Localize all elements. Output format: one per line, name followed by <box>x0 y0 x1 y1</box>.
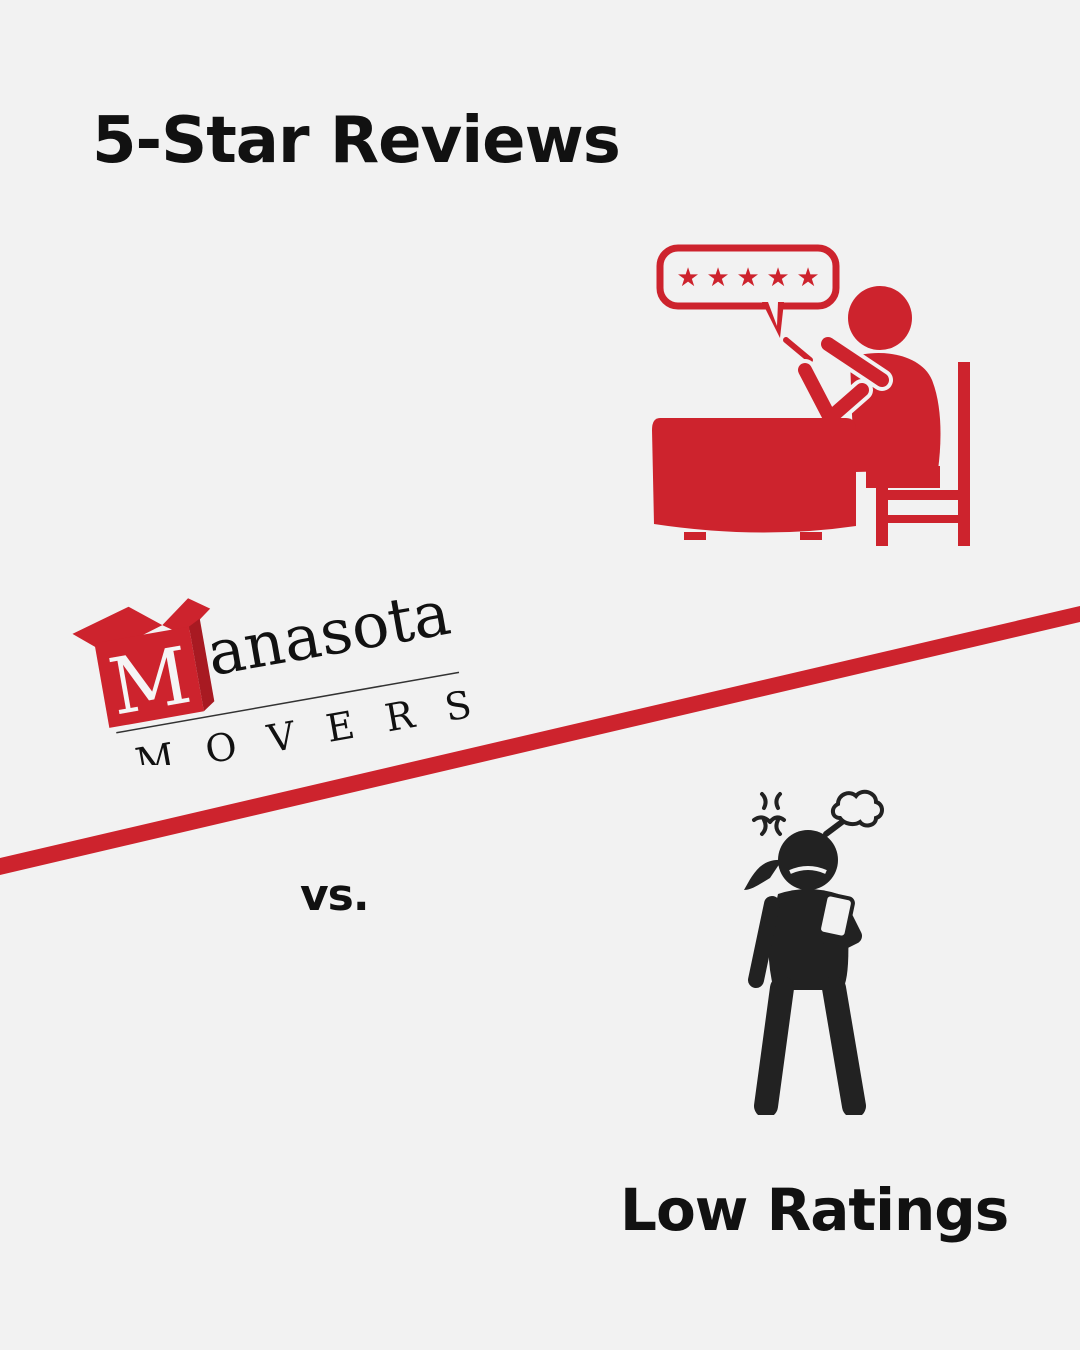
star-icon: ★ <box>706 263 729 293</box>
angry-person-with-phone-icon <box>744 789 884 1115</box>
person-at-table-with-phone-icon: ★ ★ ★ ★ ★ <box>652 244 970 546</box>
star-icon: ★ <box>766 263 789 293</box>
round-table <box>652 418 856 533</box>
phone-icon <box>783 337 813 363</box>
versus-label: vs. <box>300 870 370 921</box>
diagonal-divider <box>0 606 1080 875</box>
logo-initial: M <box>103 631 197 734</box>
company-logo: M anasota M O V E R S <box>72 576 480 765</box>
star-icon: ★ <box>796 263 819 293</box>
review-bubble: ★ ★ ★ ★ ★ <box>656 244 840 338</box>
headline-five-star-reviews: 5-Star Reviews <box>92 104 621 178</box>
steam-cloud-icon <box>823 789 884 837</box>
star-icon: ★ <box>676 263 699 293</box>
person-head <box>778 830 838 890</box>
phone-icon <box>817 892 855 940</box>
moving-box-icon <box>94 626 204 728</box>
chair <box>876 480 888 546</box>
headline-low-ratings: Low Ratings <box>620 1176 1009 1244</box>
rating-stars: ★ ★ ★ ★ ★ <box>676 263 819 293</box>
person-head <box>848 286 912 350</box>
star-icon: ★ <box>736 263 759 293</box>
anger-symbol-icon <box>752 792 786 836</box>
